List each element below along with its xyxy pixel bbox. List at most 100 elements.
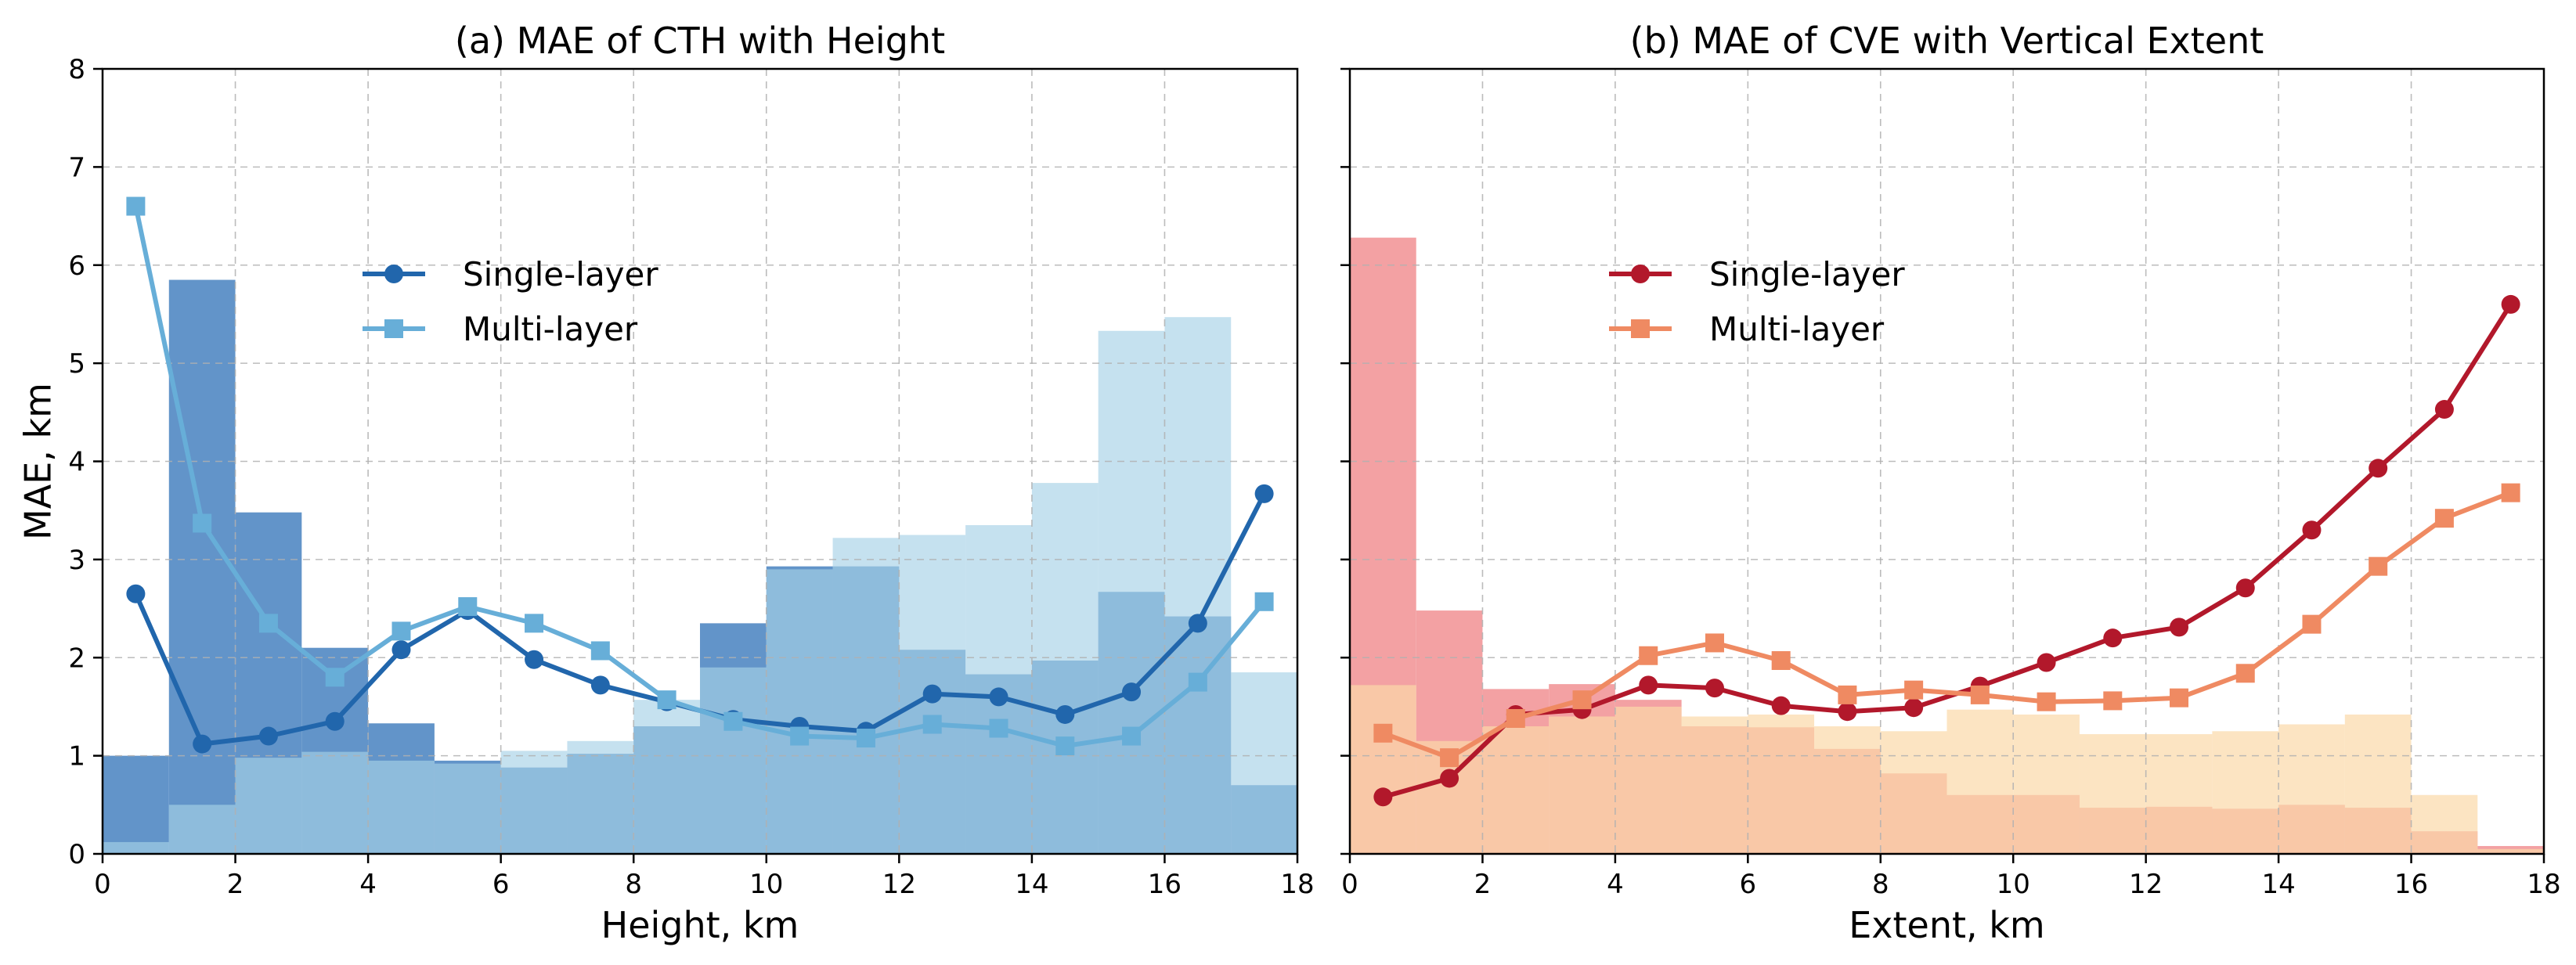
tick-label-x: 12 bbox=[2129, 869, 2163, 900]
histogram-bar bbox=[2278, 724, 2345, 854]
tick-label-x: 16 bbox=[2394, 869, 2428, 900]
legend-label-single-layer: Single-layer bbox=[463, 255, 658, 293]
tick-label-x: 4 bbox=[359, 869, 377, 900]
tick-label-y: 6 bbox=[68, 250, 85, 282]
tick-label-y: 0 bbox=[68, 839, 85, 870]
legend-label-multi-layer: Multi-layer bbox=[463, 310, 638, 348]
series-point bbox=[2235, 578, 2255, 598]
legend-label-single-layer: Single-layer bbox=[1709, 255, 1905, 293]
series-point bbox=[2103, 691, 2123, 711]
panel-a-series bbox=[126, 196, 1274, 756]
series-point bbox=[922, 715, 942, 734]
series-point bbox=[325, 668, 345, 687]
series-point bbox=[1639, 675, 1658, 695]
series-point bbox=[258, 614, 278, 633]
histogram-bar bbox=[301, 751, 369, 854]
histogram-bar bbox=[2477, 848, 2544, 854]
tick-label-x: 2 bbox=[1474, 869, 1492, 900]
histogram-bar bbox=[235, 758, 302, 854]
series-point bbox=[2302, 520, 2322, 540]
series-point bbox=[1055, 704, 1075, 724]
histogram-bar bbox=[1946, 709, 2014, 854]
tick-label-x: 2 bbox=[227, 869, 244, 900]
series-point bbox=[2369, 459, 2388, 478]
tick-label-x: 8 bbox=[1872, 869, 1889, 900]
panel-b-series bbox=[1373, 294, 2520, 807]
series-point bbox=[1055, 736, 1075, 756]
histogram-bar bbox=[103, 841, 169, 854]
series-point bbox=[126, 196, 146, 216]
histogram-bar bbox=[633, 700, 700, 854]
tick-label-x: 8 bbox=[625, 869, 642, 900]
series-point bbox=[1254, 592, 1274, 611]
series-point bbox=[1188, 614, 1207, 633]
tick-label-x: 18 bbox=[2527, 869, 2560, 900]
legend-marker-shape bbox=[384, 265, 403, 283]
legend-marker-multi-layer bbox=[384, 319, 403, 338]
series-point bbox=[458, 597, 478, 617]
series-point bbox=[657, 690, 676, 710]
series-point bbox=[1838, 702, 1857, 722]
tick-label-x: 10 bbox=[749, 869, 783, 900]
panel-b-histograms bbox=[1350, 237, 2544, 854]
legend-marker-shape bbox=[1631, 319, 1650, 338]
histogram-bar bbox=[2344, 714, 2412, 854]
series-point bbox=[258, 726, 278, 746]
histogram-bar bbox=[1681, 716, 1748, 854]
histogram-bar bbox=[832, 538, 900, 854]
series-point bbox=[1373, 787, 1393, 807]
series-line bbox=[1382, 490, 2512, 761]
series-point bbox=[1705, 633, 1724, 653]
series-point bbox=[1771, 696, 1791, 715]
series-point bbox=[1572, 690, 1592, 710]
series-point bbox=[2369, 556, 2388, 576]
histogram-bar bbox=[1164, 317, 1232, 855]
tick-label-y: 2 bbox=[68, 643, 85, 674]
panel-a-histograms bbox=[103, 279, 1297, 855]
series-point bbox=[2037, 692, 2056, 711]
histogram-bar bbox=[2013, 714, 2080, 854]
tick-label-x: 0 bbox=[94, 869, 111, 900]
series-point bbox=[1705, 679, 1724, 698]
legend-label-multi-layer: Multi-layer bbox=[1709, 310, 1885, 348]
histogram-bar bbox=[2411, 794, 2478, 854]
histogram-bar bbox=[434, 763, 501, 854]
series-point bbox=[989, 718, 1008, 738]
series-point bbox=[989, 687, 1008, 707]
series-point bbox=[1506, 708, 1525, 728]
series-point bbox=[391, 640, 411, 660]
series-point bbox=[1838, 685, 1857, 704]
legend-entry-single-layer: Single-layer bbox=[363, 255, 658, 293]
legend-marker-multi-layer bbox=[1631, 319, 1650, 338]
series-point bbox=[2501, 483, 2520, 502]
panel-b-title: (b) MAE of CVE with Vertical Extent bbox=[1630, 20, 2264, 62]
series-point bbox=[1970, 685, 1990, 704]
panel-a-title: (a) MAE of CTH with Height bbox=[455, 20, 945, 62]
tick-label-y: 8 bbox=[68, 54, 85, 85]
histogram-bar bbox=[766, 569, 833, 854]
histogram-bar bbox=[1549, 716, 1615, 854]
series-point bbox=[2037, 653, 2056, 672]
histogram-bar bbox=[1231, 672, 1297, 854]
legend-marker-single-layer bbox=[1631, 265, 1650, 283]
panel-a-xlabel: Height, km bbox=[601, 904, 799, 946]
tick-label-y: 1 bbox=[68, 741, 85, 772]
legend-entry-multi-layer: Multi-layer bbox=[1609, 310, 1885, 348]
tick-label-x: 14 bbox=[1015, 869, 1048, 900]
histogram-bar bbox=[368, 760, 435, 854]
series-point bbox=[1122, 726, 1142, 746]
histogram-bar bbox=[567, 740, 634, 854]
histogram-bar bbox=[2212, 731, 2279, 854]
tick-label-x: 6 bbox=[1740, 869, 1757, 900]
histogram-bar bbox=[1615, 706, 1682, 854]
histogram-bar bbox=[1814, 726, 1881, 854]
series-point bbox=[922, 684, 942, 704]
panel-a-legend: Single-layer Multi-layer bbox=[363, 255, 658, 348]
series-point bbox=[1188, 672, 1207, 692]
histogram-bar bbox=[103, 755, 169, 854]
panel-b-xlabel: Extent, km bbox=[1849, 904, 2045, 946]
series-point bbox=[590, 641, 610, 661]
series-point bbox=[1122, 682, 1142, 702]
